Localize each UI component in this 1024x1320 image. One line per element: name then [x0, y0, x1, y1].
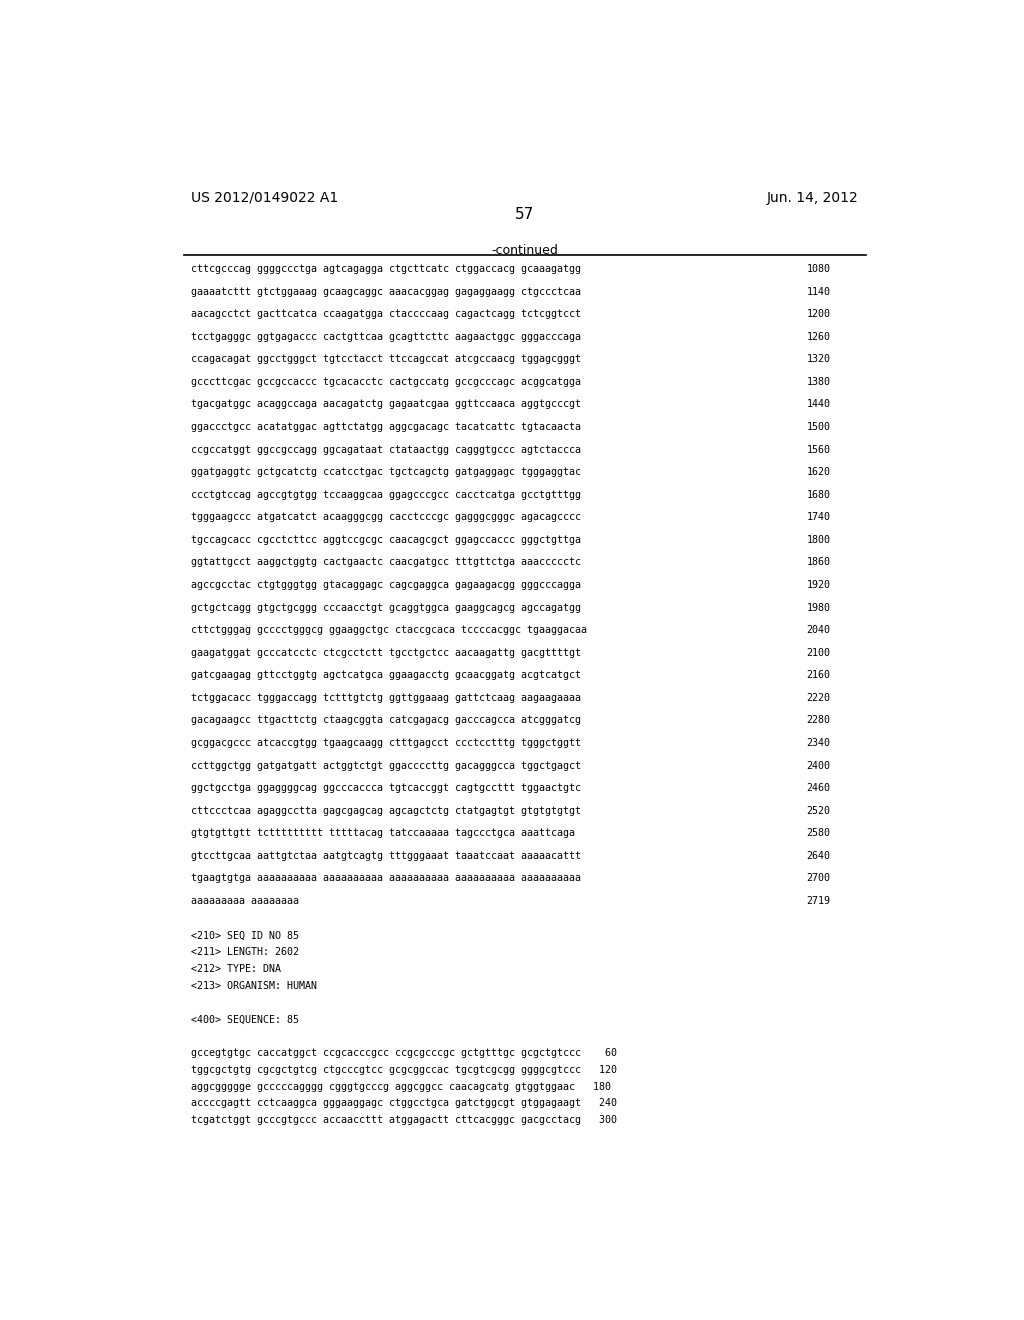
Text: ggtattgcct aaggctggtg cactgaactc caacgatgcc tttgttctga aaaccccctc: ggtattgcct aaggctggtg cactgaactc caacgat… [191, 557, 582, 568]
Text: 1620: 1620 [807, 467, 830, 478]
Text: 2640: 2640 [807, 851, 830, 861]
Text: ggaccctgcc acatatggac agttctatgg aggcgacagc tacatcattc tgtacaacta: ggaccctgcc acatatggac agttctatgg aggcgac… [191, 422, 582, 432]
Text: 1800: 1800 [807, 535, 830, 545]
Text: 2400: 2400 [807, 760, 830, 771]
Text: Jun. 14, 2012: Jun. 14, 2012 [766, 191, 858, 205]
Text: 1740: 1740 [807, 512, 830, 523]
Text: 2719: 2719 [807, 896, 830, 906]
Text: <400> SEQUENCE: 85: <400> SEQUENCE: 85 [191, 1015, 299, 1024]
Text: 1440: 1440 [807, 400, 830, 409]
Text: 2220: 2220 [807, 693, 830, 702]
Text: ggctgcctga ggaggggcag ggcccaccca tgtcaccggt cagtgccttt tggaactgtc: ggctgcctga ggaggggcag ggcccaccca tgtcacc… [191, 783, 582, 793]
Text: ccctgtccag agccgtgtgg tccaaggcaa ggagcccgcc cacctcatga gcctgtttgg: ccctgtccag agccgtgtgg tccaaggcaa ggagccc… [191, 490, 582, 500]
Text: 1860: 1860 [807, 557, 830, 568]
Text: <211> LENGTH: 2602: <211> LENGTH: 2602 [191, 948, 299, 957]
Text: 1920: 1920 [807, 579, 830, 590]
Text: 2340: 2340 [807, 738, 830, 748]
Text: 1320: 1320 [807, 354, 830, 364]
Text: 1260: 1260 [807, 331, 830, 342]
Text: agccgcctac ctgtgggtgg gtacaggagc cagcgaggca gagaagacgg gggcccagga: agccgcctac ctgtgggtgg gtacaggagc cagcgag… [191, 579, 582, 590]
Text: ccttggctgg gatgatgatt actggtctgt ggaccccttg gacagggcca tggctgagct: ccttggctgg gatgatgatt actggtctgt ggacccc… [191, 760, 582, 771]
Text: gccegtgtgc caccatggct ccgcacccgcc ccgcgcccgc gctgtttgc gcgctgtccc    60: gccegtgtgc caccatggct ccgcacccgcc ccgcgc… [191, 1048, 617, 1059]
Text: US 2012/0149022 A1: US 2012/0149022 A1 [191, 191, 339, 205]
Text: gcccttcgac gccgccaccc tgcacacctc cactgccatg gccgcccagc acggcatgga: gcccttcgac gccgccaccc tgcacacctc cactgcc… [191, 378, 582, 387]
Text: 2280: 2280 [807, 715, 830, 726]
Text: 1140: 1140 [807, 286, 830, 297]
Text: <210> SEQ ID NO 85: <210> SEQ ID NO 85 [191, 931, 299, 941]
Text: 2160: 2160 [807, 671, 830, 680]
Text: 2580: 2580 [807, 828, 830, 838]
Text: gaaaatcttt gtctggaaag gcaagcaggc aaacacggag gagaggaagg ctgccctcaa: gaaaatcttt gtctggaaag gcaagcaggc aaacacg… [191, 286, 582, 297]
Text: 1560: 1560 [807, 445, 830, 454]
Text: 1680: 1680 [807, 490, 830, 500]
Text: tgccagcacc cgcctcttcc aggtccgcgc caacagcgct ggagccaccc gggctgttga: tgccagcacc cgcctcttcc aggtccgcgc caacagc… [191, 535, 582, 545]
Text: -continued: -continued [492, 244, 558, 257]
Text: tctggacacc tgggaccagg tctttgtctg ggttggaaag gattctcaag aagaagaaaa: tctggacacc tgggaccagg tctttgtctg ggttgga… [191, 693, 582, 702]
Text: gctgctcagg gtgctgcggg cccaacctgt gcaggtggca gaaggcagcg agccagatgg: gctgctcagg gtgctgcggg cccaacctgt gcaggtg… [191, 602, 582, 612]
Text: ggatgaggtc gctgcatctg ccatcctgac tgctcagctg gatgaggagc tgggaggtac: ggatgaggtc gctgcatctg ccatcctgac tgctcag… [191, 467, 582, 478]
Text: cttcgcccag ggggccctga agtcagagga ctgcttcatc ctggaccacg gcaaagatgg: cttcgcccag ggggccctga agtcagagga ctgcttc… [191, 264, 582, 275]
Text: gcggacgccc atcaccgtgg tgaagcaagg ctttgagcct ccctcctttg tgggctggtt: gcggacgccc atcaccgtgg tgaagcaagg ctttgag… [191, 738, 582, 748]
Text: 1200: 1200 [807, 309, 830, 319]
Text: tcgatctggt gcccgtgccc accaaccttt atggagactt cttcacgggc gacgcctacg   300: tcgatctggt gcccgtgccc accaaccttt atggaga… [191, 1115, 617, 1125]
Text: 57: 57 [515, 207, 535, 222]
Text: tggcgctgtg cgcgctgtcg ctgcccgtcc gcgcggccac tgcgtcgcgg ggggcgtccc   120: tggcgctgtg cgcgctgtcg ctgcccgtcc gcgcggc… [191, 1065, 617, 1074]
Text: aacagcctct gacttcatca ccaagatgga ctaccccaag cagactcagg tctcggtcct: aacagcctct gacttcatca ccaagatgga ctacccc… [191, 309, 582, 319]
Text: <212> TYPE: DNA: <212> TYPE: DNA [191, 964, 282, 974]
Text: 1080: 1080 [807, 264, 830, 275]
Text: 1380: 1380 [807, 378, 830, 387]
Text: 2700: 2700 [807, 874, 830, 883]
Text: 2460: 2460 [807, 783, 830, 793]
Text: aggcggggge gcccccagggg cgggtgcccg aggcggcc caacagcatg gtggtggaac   180: aggcggggge gcccccagggg cgggtgcccg aggcgg… [191, 1081, 611, 1092]
Text: 1980: 1980 [807, 602, 830, 612]
Text: gacagaagcc ttgacttctg ctaagcggta catcgagacg gacccagcca atcgggatcg: gacagaagcc ttgacttctg ctaagcggta catcgag… [191, 715, 582, 726]
Text: tcctgagggc ggtgagaccc cactgttcaa gcagttcttc aagaactggc gggacccaga: tcctgagggc ggtgagaccc cactgttcaa gcagttc… [191, 331, 582, 342]
Text: gtgtgttgtt tcttttttttt tttttacag tatccaaaaa tagccctgca aaattcaga: gtgtgttgtt tcttttttttt tttttacag tatccaa… [191, 828, 575, 838]
Text: tgggaagccc atgatcatct acaagggcgg cacctcccgc gagggcgggc agacagcccc: tgggaagccc atgatcatct acaagggcgg cacctcc… [191, 512, 582, 523]
Text: gaagatggat gcccatcctc ctcgcctctt tgcctgctcc aacaagattg gacgttttgt: gaagatggat gcccatcctc ctcgcctctt tgcctgc… [191, 648, 582, 657]
Text: tgaagtgtga aaaaaaaaaa aaaaaaaaaa aaaaaaaaaa aaaaaaaaaa aaaaaaaaaa: tgaagtgtga aaaaaaaaaa aaaaaaaaaa aaaaaaa… [191, 874, 582, 883]
Text: <213> ORGANISM: HUMAN: <213> ORGANISM: HUMAN [191, 981, 317, 991]
Text: ccagacagat ggcctgggct tgtcctacct ttccagccat atcgccaacg tggagcgggt: ccagacagat ggcctgggct tgtcctacct ttccagc… [191, 354, 582, 364]
Text: gtccttgcaa aattgtctaa aatgtcagtg tttgggaaat taaatccaat aaaaacattt: gtccttgcaa aattgtctaa aatgtcagtg tttggga… [191, 851, 582, 861]
Text: 2040: 2040 [807, 626, 830, 635]
Text: accccgagtt cctcaaggca gggaaggagc ctggcctgca gatctggcgt gtggagaagt   240: accccgagtt cctcaaggca gggaaggagc ctggcct… [191, 1098, 617, 1109]
Text: 2100: 2100 [807, 648, 830, 657]
Text: tgacgatggc acaggccaga aacagatctg gagaatcgaa ggttccaaca aggtgcccgt: tgacgatggc acaggccaga aacagatctg gagaatc… [191, 400, 582, 409]
Text: cttccctcaa agaggcctta gagcgagcag agcagctctg ctatgagtgt gtgtgtgtgt: cttccctcaa agaggcctta gagcgagcag agcagct… [191, 805, 582, 816]
Text: 2520: 2520 [807, 805, 830, 816]
Text: aaaaaaaaa aaaaaaaa: aaaaaaaaa aaaaaaaa [191, 896, 299, 906]
Text: ccgccatggt ggccgccagg ggcagataat ctataactgg cagggtgccc agtctaccca: ccgccatggt ggccgccagg ggcagataat ctataac… [191, 445, 582, 454]
Text: cttctgggag gcccctgggcg ggaaggctgc ctaccgcaca tccccacggc tgaaggacaa: cttctgggag gcccctgggcg ggaaggctgc ctaccg… [191, 626, 588, 635]
Text: 1500: 1500 [807, 422, 830, 432]
Text: gatcgaagag gttcctggtg agctcatgca ggaagacctg gcaacggatg acgtcatgct: gatcgaagag gttcctggtg agctcatgca ggaagac… [191, 671, 582, 680]
